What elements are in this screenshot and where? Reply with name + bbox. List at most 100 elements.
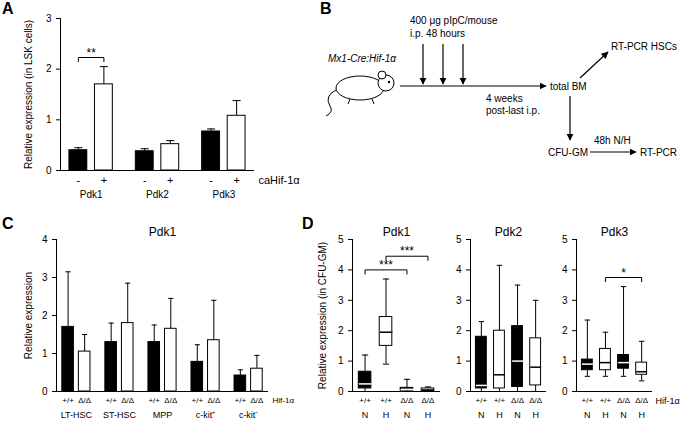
svg-text:+/+: +/+ xyxy=(476,396,488,405)
svg-text:Pdk3: Pdk3 xyxy=(212,189,235,200)
svg-text:Pdk3: Pdk3 xyxy=(601,225,629,239)
svg-text:1: 1 xyxy=(338,355,344,366)
svg-text:2: 2 xyxy=(42,310,48,321)
svg-text:+/+: +/+ xyxy=(105,396,117,405)
svg-text:Mx1-Cre:Hif-1α: Mx1-Cre:Hif-1α xyxy=(328,53,396,64)
svg-text:Δ/Δ: Δ/Δ xyxy=(164,396,178,405)
svg-text:2: 2 xyxy=(456,325,462,336)
svg-text:Δ/Δ: Δ/Δ xyxy=(401,396,415,405)
svg-text:***: *** xyxy=(400,244,414,258)
svg-text:total BM: total BM xyxy=(550,81,587,92)
svg-text:Pdk1: Pdk1 xyxy=(80,189,103,200)
svg-text:H: H xyxy=(602,410,609,420)
svg-text:H: H xyxy=(532,410,539,420)
svg-text:CFU-GM: CFU-GM xyxy=(548,147,588,158)
svg-text:3: 3 xyxy=(562,295,568,306)
svg-text:c-kit⁻: c-kit⁻ xyxy=(239,410,259,420)
svg-text:N: N xyxy=(620,410,627,420)
svg-text:ST-HSC: ST-HSC xyxy=(103,410,137,420)
svg-text:N: N xyxy=(584,410,591,420)
svg-text:2: 2 xyxy=(46,63,52,74)
svg-text:5: 5 xyxy=(456,234,462,245)
svg-text:Δ/Δ: Δ/Δ xyxy=(78,396,92,405)
svg-text:4: 4 xyxy=(456,264,462,275)
svg-text:Δ/Δ: Δ/Δ xyxy=(529,396,543,405)
svg-text:3: 3 xyxy=(46,13,52,24)
svg-text:+: + xyxy=(233,174,239,186)
svg-text:RT-PCR HSCs: RT-PCR HSCs xyxy=(611,41,677,52)
svg-text:0: 0 xyxy=(338,386,344,397)
svg-text:2: 2 xyxy=(338,325,344,336)
svg-text:1: 1 xyxy=(562,355,568,366)
svg-text:**: ** xyxy=(86,46,96,60)
svg-text:3: 3 xyxy=(338,295,344,306)
svg-text:+/+: +/+ xyxy=(359,396,371,405)
svg-text:Relative expression (in CFU-GM: Relative expression (in CFU-GM) xyxy=(317,242,328,389)
svg-text:RT-PCR: RT-PCR xyxy=(640,147,677,158)
svg-text:Pdk1: Pdk1 xyxy=(149,225,177,239)
svg-text:+/+: +/+ xyxy=(191,396,203,405)
svg-text:0: 0 xyxy=(562,386,568,397)
svg-text:4: 4 xyxy=(562,264,568,275)
svg-text:*: * xyxy=(621,266,626,280)
svg-text:Relative expression (in LSK ce: Relative expression (in LSK cells) xyxy=(23,20,34,169)
svg-text:Pdk2: Pdk2 xyxy=(495,225,523,239)
svg-text:Pdk2: Pdk2 xyxy=(146,189,169,200)
svg-text:5: 5 xyxy=(338,234,344,245)
svg-text:0: 0 xyxy=(456,386,462,397)
svg-text:-: - xyxy=(143,174,147,186)
svg-text:+/+: +/+ xyxy=(235,396,247,405)
svg-text:Relative expression: Relative expression xyxy=(23,272,34,359)
svg-text:-: - xyxy=(77,174,81,186)
svg-text:+: + xyxy=(167,174,173,186)
svg-text:Δ/Δ: Δ/Δ xyxy=(250,396,264,405)
svg-text:5: 5 xyxy=(562,234,568,245)
svg-text:N: N xyxy=(514,410,521,420)
svg-text:post-last i.p.: post-last i.p. xyxy=(486,105,540,116)
svg-text:4: 4 xyxy=(338,264,344,275)
svg-text:B: B xyxy=(320,0,332,17)
svg-text:4: 4 xyxy=(42,234,48,245)
svg-text:H: H xyxy=(496,410,503,420)
svg-text:0: 0 xyxy=(46,165,52,176)
html-text:A: A xyxy=(2,0,14,17)
svg-text:+/+: +/+ xyxy=(582,396,594,405)
svg-text:48h N/H: 48h N/H xyxy=(594,135,631,146)
svg-text:i.p. 48 hours: i.p. 48 hours xyxy=(410,28,465,39)
svg-text:Pdk1: Pdk1 xyxy=(383,225,411,239)
svg-text:LT-HSC: LT-HSC xyxy=(61,410,93,420)
svg-text:H: H xyxy=(425,410,432,420)
svg-text:Δ/Δ: Δ/Δ xyxy=(511,396,525,405)
svg-text:c-kit⁺: c-kit⁺ xyxy=(196,410,216,420)
svg-text:Δ/Δ: Δ/Δ xyxy=(421,396,435,405)
svg-text:+/+: +/+ xyxy=(62,396,74,405)
svg-text:N: N xyxy=(404,410,411,420)
svg-text:+/+: +/+ xyxy=(380,396,392,405)
svg-text:Δ/Δ: Δ/Δ xyxy=(635,396,649,405)
svg-text:3: 3 xyxy=(42,272,48,283)
svg-text:N: N xyxy=(362,410,369,420)
svg-text:+: + xyxy=(101,174,107,186)
svg-text:+/+: +/+ xyxy=(148,396,160,405)
svg-text:caHif-1α: caHif-1α xyxy=(259,174,301,186)
svg-text:+/+: +/+ xyxy=(494,396,506,405)
svg-text:1: 1 xyxy=(456,355,462,366)
svg-text:N: N xyxy=(478,410,485,420)
svg-text:1: 1 xyxy=(42,348,48,359)
svg-text:Hif-1α: Hif-1α xyxy=(656,396,680,406)
svg-text:H: H xyxy=(638,410,645,420)
svg-text:+/+: +/+ xyxy=(600,396,612,405)
svg-text:H: H xyxy=(383,410,390,420)
svg-text:Hif-1α: Hif-1α xyxy=(273,396,295,405)
svg-text:400 μg pIpC/mouse: 400 μg pIpC/mouse xyxy=(410,15,498,26)
svg-text:-: - xyxy=(209,174,213,186)
svg-text:1: 1 xyxy=(46,114,52,125)
svg-text:3: 3 xyxy=(456,295,462,306)
svg-text:Δ/Δ: Δ/Δ xyxy=(121,396,135,405)
svg-text:4 weeks: 4 weeks xyxy=(486,93,523,104)
svg-text:MPP: MPP xyxy=(153,410,173,420)
svg-text:0: 0 xyxy=(42,386,48,397)
svg-text:2: 2 xyxy=(562,325,568,336)
svg-text:Δ/Δ: Δ/Δ xyxy=(617,396,631,405)
svg-text:Δ/Δ: Δ/Δ xyxy=(207,396,221,405)
